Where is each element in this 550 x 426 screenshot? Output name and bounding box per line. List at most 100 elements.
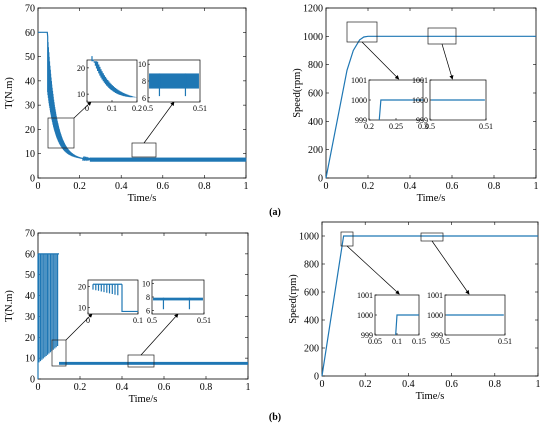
x-tick-label: 0.2 [362,181,375,192]
inset-y-tick-label: 1000 [357,311,373,320]
inset-x-tick-label: 0.2 [364,122,374,131]
x-tick-label: 0.6 [446,181,459,192]
zoom-arrow [73,101,92,119]
y-tick-label: 800 [308,60,323,71]
inset-x-tick-label: 0.51 [479,122,493,131]
inset-y-tick-label: 6 [146,307,150,316]
y-tick-label: 200 [304,344,319,355]
series-torque-steady [89,157,247,162]
zoom-region-box [51,339,67,367]
inset-y-tick-label: 20 [78,282,86,291]
inset-x-tick-label: 0.5 [143,104,153,113]
inset-y-tick-label: 999 [431,331,443,340]
y-tick-label: 400 [304,316,319,327]
y-tick-label: 20 [25,333,35,344]
series-torque-pulses [38,253,59,363]
zoom-arrow [65,313,93,341]
y-tick-label: 800 [304,260,319,271]
inset-x-tick-label: 0.51 [498,337,512,346]
inset-1: 10 20 0 0.1 [51,279,143,367]
y-tick-label: 600 [308,89,323,100]
zoom-region-box [131,142,157,158]
inset-x-tick-label: 0 [86,316,90,325]
x-tick-label: 0.4 [115,181,128,192]
y-tick-label: 40 [25,76,35,87]
plot-frame [37,7,247,179]
chart-a-torque: 0 0.2 0.4 0.6 0.8 1010203040506070Time/sT(N.m… [4,4,249,205]
x-tick-label: 0.2 [359,379,372,390]
inset-y-tick-label: 10 [142,279,150,288]
y-tick-label: 400 [308,117,323,128]
inset-frame [151,279,205,315]
inset-x-tick-label: 0.1 [107,104,117,113]
inset-2: 999 1000 1001 0.5 0.51 [420,232,512,346]
inset-x-tick-label: 0.5 [147,316,157,325]
inset-y-tick-label: 10 [78,304,86,313]
inset-y-tick-label: 10 [77,90,85,99]
series-speed [321,235,538,377]
x-tick-label: 0.8 [200,382,213,393]
inset-x-tick-label: 0.25 [389,122,403,131]
y-axis-label: Speed(rpm) [288,274,299,324]
y-tick-label: 60 [25,249,35,260]
inset-y-tick-label: 999 [361,331,373,340]
y-tick-label: 50 [25,270,35,281]
series-speed [325,35,536,179]
chart-b-speed: 0 0.2 0.4 0.6 0.8 1 0 200 400 600 800 1000 Time/s Spe… [288,221,541,402]
chart-a-speed: 0 0.2 0.4 0.6 0.8 1 0 200 400 600 800 1000 1200 Time/… [292,4,539,205]
inset-x-tick-label: 0.51 [193,104,207,113]
x-tick-label: 0 [320,379,325,390]
inset-y-tick-label: 8 [146,293,150,302]
x-tick-label: 0.4 [116,382,129,393]
y-axis-label: T(N.m) [4,290,15,322]
x-tick-label: 0.2 [73,181,86,192]
y-tick-label: 10 [25,354,35,365]
inset-x-tick-label: 0.5 [425,122,435,131]
y-tick-label: 30 [25,101,35,112]
y-axis-label: Speed(rpm) [292,68,303,118]
series-torque-steady [59,361,248,365]
x-tick-label: 0.6 [157,181,170,192]
y-tick-label: 0 [314,372,319,383]
inset-x-tick-label: 0 [85,104,89,113]
x-axis-label: Time/s [129,394,158,405]
x-tick-label: 0.8 [489,379,502,390]
y-tick-label: 50 [25,52,35,63]
inset-y-tick-label: 1001 [357,291,373,300]
inset-x-tick-label: 0.51 [197,316,211,325]
inset-y-tick-label: 20 [77,64,85,73]
inset-x-tick-label: 0.2 [132,104,142,113]
inset-x-tick-label: 0.5 [440,337,450,346]
zoom-region-box [420,232,444,242]
inset-signal-band [153,297,203,301]
inset-x-tick-label: 0.15 [412,337,426,346]
inset-y-tick-label: 999 [416,116,428,125]
y-tick-label: 10 [25,149,35,160]
x-tick-label: 0.4 [402,379,415,390]
inset-x-tick-label: 0.05 [368,337,382,346]
zoom-arrow [143,101,175,144]
inset-y-tick-label: 6 [142,94,146,103]
plot-frame [37,232,249,380]
x-tick-label: 1 [244,181,249,192]
y-axis-label: T(N.m) [4,77,15,109]
inset-2: 6 8 10 0.5 0.51 [131,59,207,158]
inset-signal [395,314,419,336]
x-tick-label: 0.8 [198,181,211,192]
inset-y-tick-label: 1001 [427,291,443,300]
inset-2: 6 8 10 0.5 0.51 [127,279,211,368]
inset-y-tick-label: 1000 [412,96,428,105]
x-tick-label: 0 [36,181,41,192]
x-tick-label: 1 [246,382,251,393]
x-tick-label: 0.2 [74,382,87,393]
y-tick-label: 70 [25,229,35,240]
y-tick-label: 60 [25,28,35,39]
x-tick-label: 0.6 [158,382,171,393]
x-tick-label: 0.8 [488,181,501,192]
zoom-region-box [127,354,155,368]
y-tick-label: 70 [25,4,35,15]
inset-y-tick-label: 1000 [427,311,443,320]
inset-signal [378,99,423,121]
plot-frame [321,221,539,377]
inset-y-tick-label: 1000 [351,96,367,105]
